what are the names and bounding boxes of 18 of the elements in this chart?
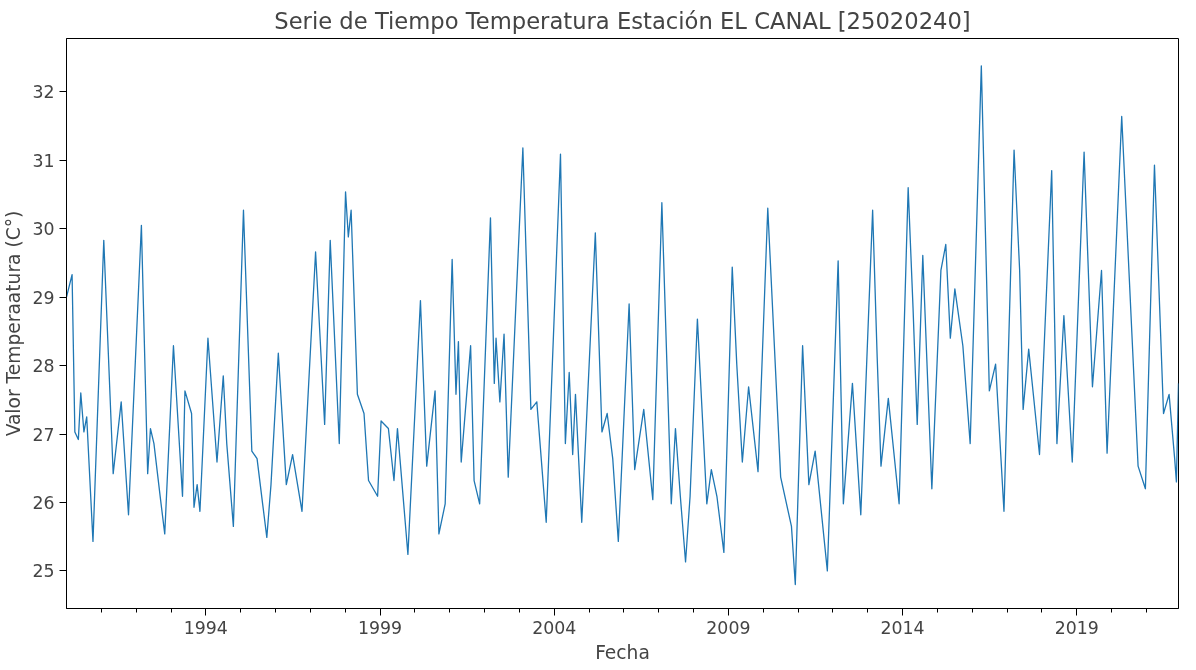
x-axis-title: Fecha [595, 641, 650, 663]
x-tick-label: 2004 [532, 617, 577, 638]
y-tick-label: 31 [32, 150, 55, 171]
y-tick-label: 30 [32, 219, 55, 240]
y-tick-label: 32 [32, 82, 55, 103]
line-series [66, 65, 1179, 586]
y-axis-title: Valor Temperaatura (C°) [3, 210, 25, 437]
x-tick-label: 1999 [357, 617, 403, 638]
chart-title: Serie de Tiempo Temperatura Estación EL CANAL [25020240] [274, 7, 971, 34]
y-tick-label: 29 [32, 287, 55, 308]
x-tick-label: 1994 [183, 617, 228, 638]
y-tick-label: 27 [32, 424, 55, 445]
x-tick-label: 2009 [706, 617, 751, 638]
x-tick-label: 2019 [1054, 617, 1099, 638]
x-tick-label: 2014 [880, 617, 925, 638]
y-tick-label: 25 [32, 561, 55, 582]
y-tick-label: 26 [32, 492, 55, 513]
y-tick-label: 28 [32, 356, 55, 377]
